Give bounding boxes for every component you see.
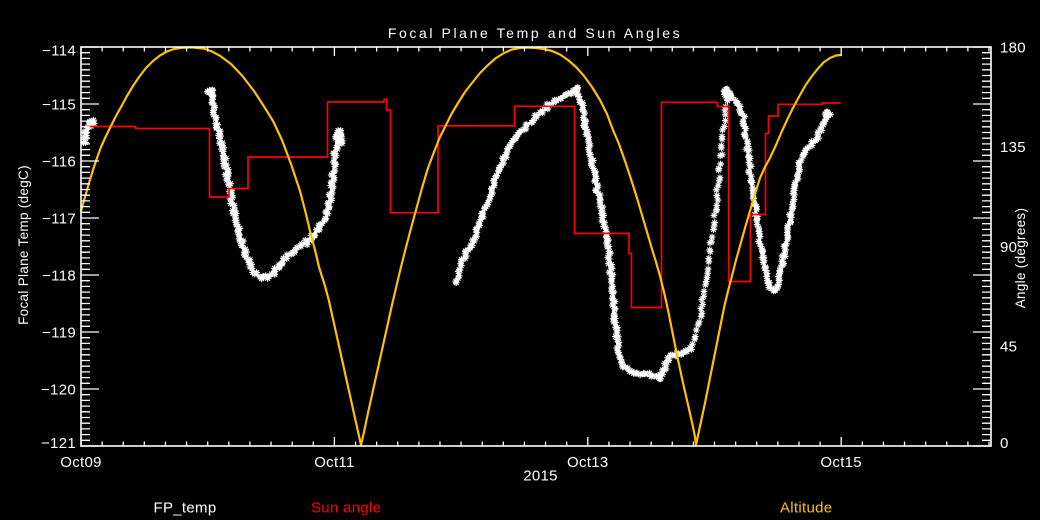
svg-text:−120: −120 <box>41 382 76 399</box>
svg-text:Sun angle: Sun angle <box>311 500 381 517</box>
svg-text:Oct11: Oct11 <box>314 454 354 471</box>
svg-text:−117: −117 <box>42 211 76 228</box>
svg-text:−115: −115 <box>42 97 76 114</box>
svg-text:Altitude: Altitude <box>780 500 832 517</box>
svg-text:Oct09: Oct09 <box>60 454 102 471</box>
svg-text:FP_temp: FP_temp <box>154 500 217 517</box>
svg-text:2015: 2015 <box>523 468 558 485</box>
svg-text:135: 135 <box>1000 139 1026 156</box>
svg-text:−119: −119 <box>42 325 76 342</box>
svg-text:0: 0 <box>1000 435 1009 452</box>
svg-text:Focal Plane Temp and Sun Angle: Focal Plane Temp and Sun Angles <box>388 25 682 41</box>
svg-text:−114: −114 <box>42 43 76 60</box>
svg-text:180: 180 <box>1000 39 1026 56</box>
svg-text:45: 45 <box>1000 339 1017 356</box>
svg-text:−116: −116 <box>42 154 76 171</box>
svg-text:−121: −121 <box>41 435 76 452</box>
svg-text:Oct15: Oct15 <box>820 454 862 471</box>
svg-text:90: 90 <box>1000 239 1017 256</box>
svg-text:Focal Plane Temp (degC): Focal Plane Temp (degC) <box>16 165 31 325</box>
svg-text:−118: −118 <box>42 268 76 285</box>
svg-text:Angle (degrees): Angle (degrees) <box>1013 208 1028 309</box>
svg-text:Oct13: Oct13 <box>567 454 609 471</box>
